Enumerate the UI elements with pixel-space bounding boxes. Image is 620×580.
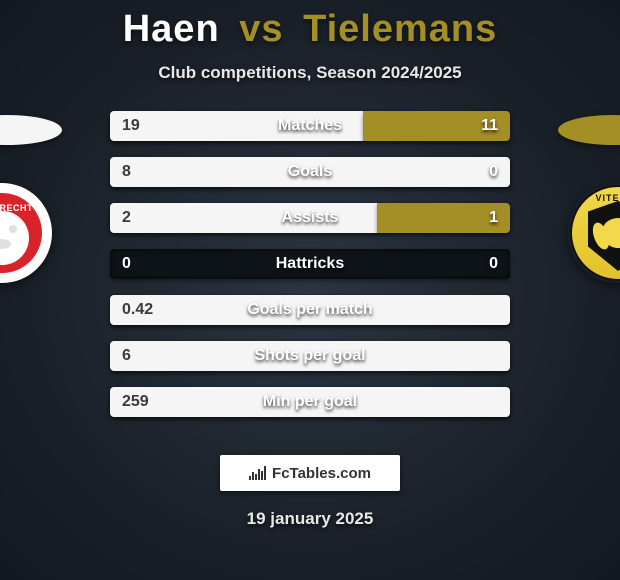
footer-logo: FcTables.com [220, 455, 400, 491]
stat-row: Shots per goal6 [110, 341, 510, 371]
date: 19 january 2025 [0, 509, 620, 529]
stat-bar-p2 [377, 203, 510, 233]
stat-row: Matches1911 [110, 111, 510, 141]
stat-bar-p1 [110, 203, 377, 233]
stat-row: Goals per match0.42 [110, 295, 510, 325]
stat-bar-p1 [110, 157, 510, 187]
stat-bar-p1 [110, 387, 510, 417]
title-vs: vs [239, 8, 283, 50]
footer-logo-text: FcTables.com [272, 465, 371, 482]
player2-ellipse [558, 115, 620, 145]
player1-ellipse [0, 115, 62, 145]
stat-bar-p1 [110, 341, 510, 371]
player2-club-label: VITESSE [595, 193, 620, 203]
stat-row: Goals80 [110, 157, 510, 187]
comparison-area: DORDRECHT VITESSE Matches1911 Goals80 Assi… [0, 111, 620, 431]
stat-row: Min per goal259 [110, 387, 510, 417]
player2-name: Tielemans [303, 8, 497, 50]
subtitle: Club competitions, Season 2024/2025 [0, 63, 620, 83]
stat-bar-p2 [363, 111, 510, 141]
player2-club-badge: VITESSE [568, 183, 620, 283]
player1-club-badge: DORDRECHT [0, 183, 52, 283]
stat-row: Hattricks00 [110, 249, 510, 279]
player1-name: Haen [123, 8, 220, 50]
stat-bar-p1 [110, 295, 510, 325]
stat-row: Assists21 [110, 203, 510, 233]
stat-bars: Matches1911 Goals80 Assists21 Hattricks00 Go… [110, 111, 510, 433]
chart-icon [249, 466, 266, 480]
stat-bar-p1 [110, 111, 363, 141]
page-title: Haen vs Tielemans [0, 0, 620, 51]
